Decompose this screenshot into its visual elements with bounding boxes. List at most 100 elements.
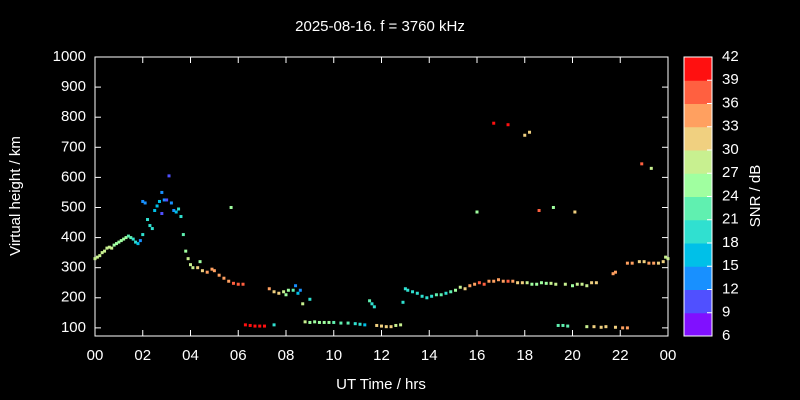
data-point [138,239,142,243]
colorbar-band [684,289,712,314]
data-point [332,320,336,324]
data-point [449,290,453,294]
colorbar-band [684,196,712,221]
data-point [473,282,477,286]
colorbar-tick-label: 12 [722,280,739,297]
data-point [487,279,491,283]
data-point [263,324,267,328]
data-point [167,174,171,178]
data-point [501,279,505,283]
data-point [298,288,302,292]
data-point [258,324,262,328]
data-point [370,302,374,306]
data-point [611,272,615,276]
data-point [549,281,553,285]
data-point [131,237,135,241]
data-point [141,199,145,203]
y-tick-label: 1000 [53,48,86,65]
data-point [544,281,548,285]
data-point [291,288,295,292]
colorbar-band [684,126,712,151]
x-tick-label: 22 [612,347,629,364]
data-point [389,325,393,329]
data-point [556,323,560,327]
data-point [313,320,317,324]
data-point [458,285,462,289]
y-tick-label: 100 [61,319,86,336]
data-point [181,233,185,237]
data-point [205,270,209,274]
data-point [475,210,479,214]
data-point [177,207,181,211]
data-point [210,267,214,271]
data-point [372,305,376,309]
chart-title: 2025-08-16. f = 3760 kHz [295,18,465,35]
data-point [272,290,276,294]
colorbar-band [684,173,712,197]
colorbar-label: SNR / dB [747,165,764,228]
x-tick-label: 16 [469,347,486,364]
data-point [439,293,443,297]
data-point [425,296,429,300]
data-point [148,224,152,228]
data-point [296,291,300,295]
data-point [506,279,510,283]
data-point [420,294,424,298]
data-point [117,240,121,244]
colorbar-tick-label: 39 [722,71,739,88]
colorbar-band [684,312,712,337]
data-point [384,325,388,329]
x-tick-label: 20 [564,347,581,364]
data-point [444,291,448,295]
data-point [119,239,123,243]
colorbar-tick-label: 42 [722,48,739,65]
data-point [566,324,570,328]
data-point [523,133,527,137]
data-point [282,290,286,294]
data-point [394,323,398,327]
data-point [406,288,410,292]
data-point [153,208,157,212]
data-point [172,208,176,212]
data-point [301,302,305,306]
data-point [160,190,164,194]
data-point [150,227,154,231]
data-point [294,284,298,288]
colorbar-tick-label: 36 [722,94,739,111]
data-point [136,242,140,246]
y-tick-label: 800 [61,108,86,125]
data-point [506,123,510,127]
data-point [468,284,472,288]
data-point [277,291,281,295]
data-point [434,293,438,297]
y-tick-label: 900 [61,78,86,95]
data-point [303,320,307,324]
data-point [122,237,126,241]
data-point [551,205,555,209]
data-point [430,294,434,298]
data-point [124,236,128,240]
data-point [492,279,496,283]
data-point [236,282,240,286]
data-point [134,240,138,244]
data-point [339,321,343,325]
y-tick-label: 400 [61,229,86,246]
data-point [590,281,594,285]
data-point [112,243,116,247]
colorbar-band [684,80,712,104]
y-tick-label: 500 [61,198,86,215]
data-point [98,254,102,258]
data-point [652,261,656,265]
data-point [535,282,539,286]
data-point [664,255,668,259]
data-point [103,249,107,253]
data-point [585,284,589,288]
data-point [186,257,190,261]
data-point [463,287,467,291]
data-point [241,282,245,286]
colorbar-band [684,103,712,128]
data-point [353,322,357,326]
y-tick-label: 700 [61,138,86,155]
data-point [642,260,646,264]
data-point [317,320,321,324]
